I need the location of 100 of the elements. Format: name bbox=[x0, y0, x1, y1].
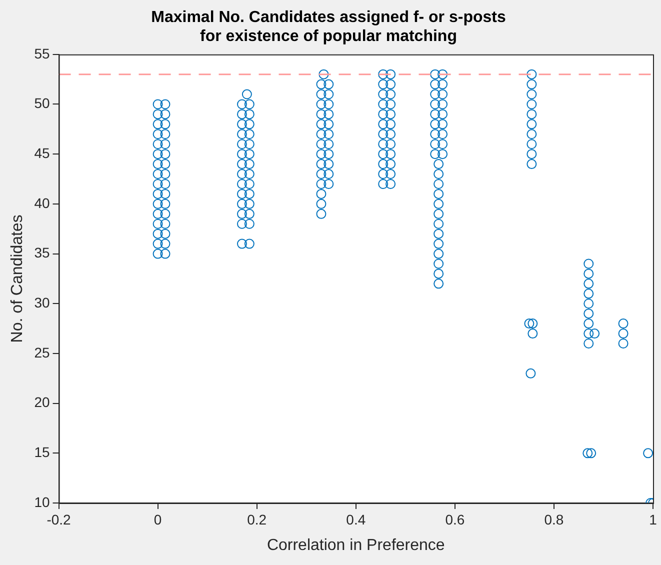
point bbox=[152, 228, 163, 239]
point bbox=[434, 268, 444, 279]
point bbox=[378, 149, 388, 160]
point bbox=[378, 139, 388, 150]
point bbox=[378, 178, 388, 189]
point bbox=[584, 298, 594, 309]
y-tick-label: 15 bbox=[34, 444, 50, 460]
point bbox=[438, 69, 448, 80]
point bbox=[316, 99, 326, 110]
point bbox=[526, 69, 537, 80]
point bbox=[160, 149, 170, 160]
point bbox=[236, 109, 247, 120]
point bbox=[643, 448, 653, 458]
x-tick-label: 0.8 bbox=[544, 511, 564, 528]
point bbox=[430, 69, 440, 80]
point bbox=[386, 99, 396, 110]
point bbox=[526, 89, 537, 100]
point bbox=[152, 238, 163, 249]
y-tick-label: 45 bbox=[34, 144, 50, 161]
point bbox=[236, 238, 247, 249]
point bbox=[244, 178, 254, 189]
point bbox=[526, 119, 537, 130]
point bbox=[244, 238, 254, 249]
point bbox=[582, 448, 593, 458]
point bbox=[324, 129, 334, 140]
point bbox=[586, 448, 596, 458]
point bbox=[244, 139, 254, 150]
point bbox=[152, 208, 163, 219]
point bbox=[316, 198, 326, 209]
point bbox=[584, 288, 594, 299]
point bbox=[386, 129, 396, 140]
point bbox=[386, 169, 396, 180]
point bbox=[438, 109, 448, 120]
point bbox=[236, 218, 247, 229]
point bbox=[244, 149, 254, 160]
point bbox=[160, 198, 170, 209]
point bbox=[386, 149, 396, 160]
point bbox=[316, 89, 326, 100]
point bbox=[434, 278, 444, 289]
point bbox=[434, 248, 444, 259]
point bbox=[430, 109, 440, 120]
point bbox=[316, 139, 326, 150]
point bbox=[324, 178, 334, 189]
point bbox=[438, 89, 448, 100]
point bbox=[244, 119, 254, 130]
point bbox=[316, 79, 326, 90]
point bbox=[434, 198, 444, 209]
point bbox=[160, 178, 170, 189]
point bbox=[244, 109, 254, 120]
point bbox=[236, 198, 247, 209]
point bbox=[324, 119, 334, 130]
point bbox=[438, 119, 448, 130]
point bbox=[378, 159, 388, 170]
point bbox=[236, 208, 247, 219]
point bbox=[526, 79, 537, 90]
point bbox=[584, 258, 594, 269]
y-tick-label: 55 bbox=[34, 45, 50, 62]
point bbox=[324, 139, 334, 150]
point bbox=[316, 119, 326, 130]
point bbox=[244, 198, 254, 209]
point bbox=[324, 109, 334, 120]
point bbox=[584, 278, 594, 289]
point bbox=[316, 149, 326, 160]
point bbox=[386, 79, 396, 90]
x-tick-label: 0.4 bbox=[346, 511, 366, 528]
point bbox=[160, 218, 170, 229]
point bbox=[244, 129, 254, 140]
point bbox=[526, 368, 536, 378]
point bbox=[434, 228, 444, 239]
x-axis-title: Correlation in Preference bbox=[266, 536, 445, 554]
x-tick-label: 1 bbox=[649, 511, 658, 528]
point bbox=[160, 119, 170, 130]
point bbox=[152, 218, 163, 229]
point bbox=[378, 89, 388, 100]
point bbox=[528, 318, 538, 329]
point bbox=[378, 79, 388, 90]
point bbox=[438, 129, 448, 140]
y-tick-label: 25 bbox=[34, 344, 50, 360]
point bbox=[618, 338, 628, 348]
point bbox=[160, 208, 170, 219]
point bbox=[324, 89, 334, 100]
point bbox=[378, 129, 388, 140]
y-tick-label: 20 bbox=[34, 394, 50, 410]
point bbox=[152, 169, 163, 180]
point bbox=[236, 188, 247, 199]
point bbox=[438, 149, 448, 160]
y-tick-label: 35 bbox=[34, 244, 50, 261]
point bbox=[386, 69, 396, 80]
point bbox=[386, 109, 396, 120]
y-axis-title: No. of Candidates bbox=[9, 214, 26, 343]
point bbox=[526, 109, 537, 120]
point bbox=[152, 159, 163, 170]
point bbox=[316, 159, 326, 170]
point bbox=[430, 99, 440, 110]
point bbox=[152, 119, 163, 130]
point bbox=[434, 178, 444, 189]
point bbox=[160, 169, 170, 180]
point bbox=[524, 318, 534, 329]
point bbox=[152, 99, 163, 110]
y-tick-label: 30 bbox=[34, 294, 50, 310]
